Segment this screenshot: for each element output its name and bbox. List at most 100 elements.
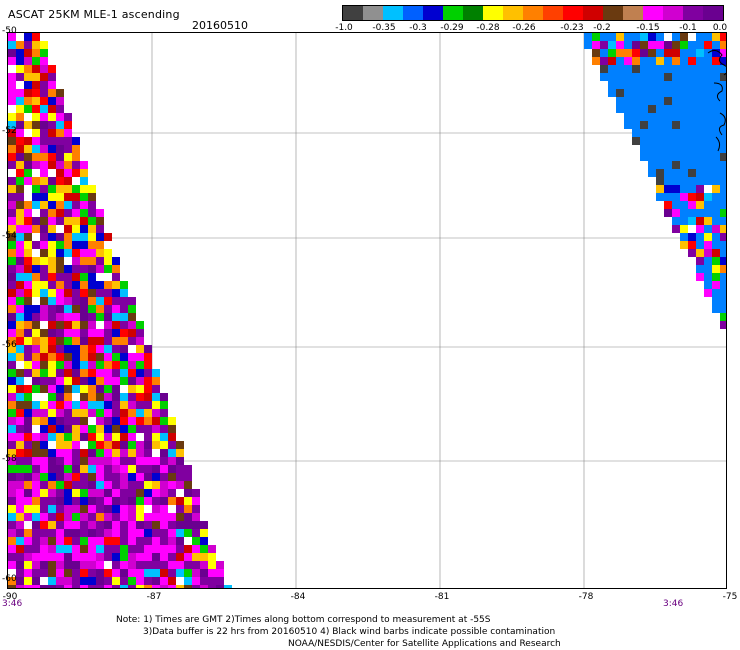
data-cell xyxy=(8,153,16,161)
data-cell xyxy=(120,537,128,545)
data-cell xyxy=(40,561,48,569)
data-cell xyxy=(680,241,688,249)
data-cell xyxy=(24,497,32,505)
data-cell xyxy=(72,257,80,265)
data-cell xyxy=(96,305,104,313)
data-cell xyxy=(40,481,48,489)
data-cell xyxy=(96,465,104,473)
data-cell xyxy=(48,105,56,113)
data-cell xyxy=(672,73,680,81)
data-cell xyxy=(648,121,656,129)
data-cell xyxy=(640,121,648,129)
data-cell xyxy=(56,353,64,361)
data-cell xyxy=(64,201,72,209)
data-cell xyxy=(112,497,120,505)
data-cell xyxy=(704,73,712,81)
data-cell xyxy=(664,33,672,41)
data-cell xyxy=(704,233,712,241)
data-cell xyxy=(72,577,80,585)
data-cell xyxy=(64,521,72,529)
data-cell xyxy=(96,529,104,537)
data-cell xyxy=(16,97,24,105)
data-cell xyxy=(96,329,104,337)
data-cell xyxy=(8,209,16,217)
data-cell xyxy=(128,465,136,473)
data-cell xyxy=(592,41,600,49)
data-cell xyxy=(72,369,80,377)
data-cell xyxy=(40,465,48,473)
data-cell xyxy=(48,329,56,337)
data-cell xyxy=(40,177,48,185)
data-cell xyxy=(680,33,688,41)
data-cell xyxy=(64,361,72,369)
data-cell xyxy=(32,417,40,425)
data-cell xyxy=(704,177,712,185)
data-cell xyxy=(696,41,704,49)
data-cell xyxy=(160,425,168,433)
data-cell xyxy=(40,553,48,561)
data-cell xyxy=(200,537,208,545)
data-cell xyxy=(32,369,40,377)
data-cell xyxy=(64,185,72,193)
data-cell xyxy=(40,81,48,89)
data-cell xyxy=(216,569,224,577)
data-cell xyxy=(152,465,160,473)
data-cell xyxy=(40,529,48,537)
data-cell xyxy=(128,449,136,457)
data-cell xyxy=(72,473,80,481)
data-cell xyxy=(136,425,144,433)
data-cell xyxy=(8,217,16,225)
data-cell xyxy=(88,449,96,457)
data-cell xyxy=(88,457,96,465)
data-cell xyxy=(168,449,176,457)
data-cell xyxy=(8,433,16,441)
data-cell xyxy=(40,185,48,193)
data-cell xyxy=(104,473,112,481)
data-cell xyxy=(72,169,80,177)
data-cell xyxy=(40,65,48,73)
data-cell xyxy=(72,481,80,489)
data-cell xyxy=(160,585,168,588)
data-cell xyxy=(48,409,56,417)
data-cell xyxy=(40,201,48,209)
data-cell xyxy=(120,449,128,457)
data-cell xyxy=(88,225,96,233)
data-cell xyxy=(712,137,720,145)
data-cell xyxy=(56,185,64,193)
data-cell xyxy=(152,545,160,553)
data-cell xyxy=(40,345,48,353)
data-cell xyxy=(80,369,88,377)
data-cell xyxy=(648,73,656,81)
data-cell xyxy=(680,57,688,65)
data-cell xyxy=(16,137,24,145)
data-cell xyxy=(688,105,696,113)
data-cell xyxy=(48,281,56,289)
data-cell xyxy=(32,305,40,313)
data-cell xyxy=(664,201,672,209)
footnote-line-2: 3)Data buffer is 22 hrs from 20160510 4)… xyxy=(143,627,556,637)
data-cell xyxy=(24,289,32,297)
data-cell xyxy=(136,401,144,409)
data-cell xyxy=(40,305,48,313)
data-cell xyxy=(72,353,80,361)
data-cell xyxy=(104,529,112,537)
data-cell xyxy=(16,425,24,433)
data-cell xyxy=(192,505,200,513)
data-cell xyxy=(680,193,688,201)
data-cell xyxy=(48,233,56,241)
data-cell xyxy=(704,161,712,169)
data-cell xyxy=(48,113,56,121)
data-cell xyxy=(712,257,720,265)
data-cell xyxy=(160,537,168,545)
data-cell xyxy=(8,249,16,257)
data-cell xyxy=(72,529,80,537)
data-cell xyxy=(72,313,80,321)
data-cell xyxy=(48,145,56,153)
data-cell xyxy=(32,457,40,465)
data-cell xyxy=(120,401,128,409)
color-scale-label: -0.1 xyxy=(679,23,697,33)
data-cell xyxy=(128,345,136,353)
data-cell xyxy=(8,161,16,169)
data-cell xyxy=(32,401,40,409)
data-cell xyxy=(640,73,648,81)
